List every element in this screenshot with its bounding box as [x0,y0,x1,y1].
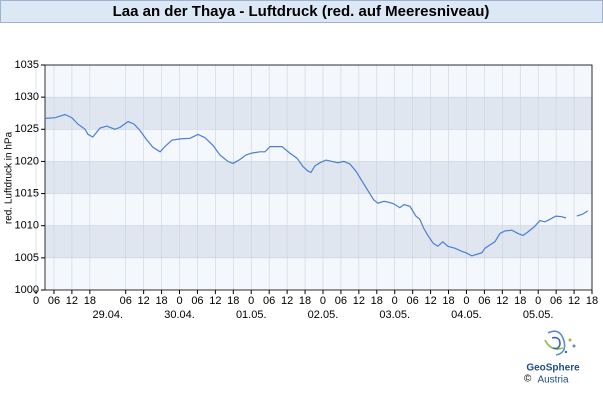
x-tick-label: 06 [335,295,347,307]
x-tick-label: 12 [66,295,78,307]
grid-band [45,97,592,130]
x-tick-label: 06 [48,295,60,307]
date-label: 02.05. [308,309,339,321]
x-tick-label: 0 [463,295,469,307]
x-tick-label: 12 [424,295,436,307]
y-tick-label: 1015 [15,187,39,199]
x-tick-label: 18 [155,295,167,307]
x-tick-label: 06 [478,295,490,307]
logo: © GeoSphere Austria [524,330,580,386]
x-tick-label: 18 [442,295,454,307]
x-tick-label: 06 [120,295,132,307]
x-tick-label: 0 [535,295,541,307]
x-tick-label: 0 [176,295,182,307]
x-tick-label: 12 [496,295,508,307]
x-tick-label: 18 [514,295,526,307]
logo-name: GeoSphere [526,363,580,374]
x-tick-label: 0 [33,295,39,307]
x-tick-label: 06 [191,295,203,307]
x-tick-label: 06 [550,295,562,307]
y-tick-label: 1005 [15,252,39,264]
x-tick-label: 12 [568,295,580,307]
x-tick-label: 18 [84,295,96,307]
date-label: 01.05. [236,309,267,321]
date-label: 30.04. [164,309,195,321]
x-tick-label: 12 [353,295,365,307]
logo-icon [544,330,576,356]
y-axis-label: red. Luftdruck in hPa [4,131,15,224]
x-tick-label: 12 [281,295,293,307]
x-tick-label: 06 [407,295,419,307]
logo-country: Austria [537,375,569,386]
date-label: 29.04. [92,309,123,321]
date-label: 04.05. [451,309,482,321]
y-tick-label: 1010 [15,220,39,232]
chart-title: Laa an der Thaya - Luftdruck (red. auf M… [113,3,490,20]
x-tick-label: 0 [248,295,254,307]
y-tick-label: 1030 [15,91,39,103]
grid-band [45,225,592,258]
y-tick-label: 1020 [15,155,39,167]
y-tick-label: 1000 [15,284,39,296]
plot-frame [44,64,593,291]
grid-band [45,161,592,194]
x-tick-label: 0 [392,295,398,307]
x-tick-label: 06 [263,295,275,307]
x-tick-label: 12 [209,295,221,307]
date-label: 03.05. [379,309,410,321]
y-tick-label: 1035 [15,59,39,71]
logo-copyright: © [524,374,532,385]
x-tick-label: 12 [138,295,150,307]
x-tick-label: 18 [227,295,239,307]
x-tick-label: 18 [586,295,598,307]
date-label: 05.05. [523,309,554,321]
x-tick-label: 18 [371,295,383,307]
data-line [44,113,589,257]
y-tick-label: 1025 [15,123,39,135]
x-tick-label: 18 [299,295,311,307]
x-tick-label: 0 [320,295,326,307]
